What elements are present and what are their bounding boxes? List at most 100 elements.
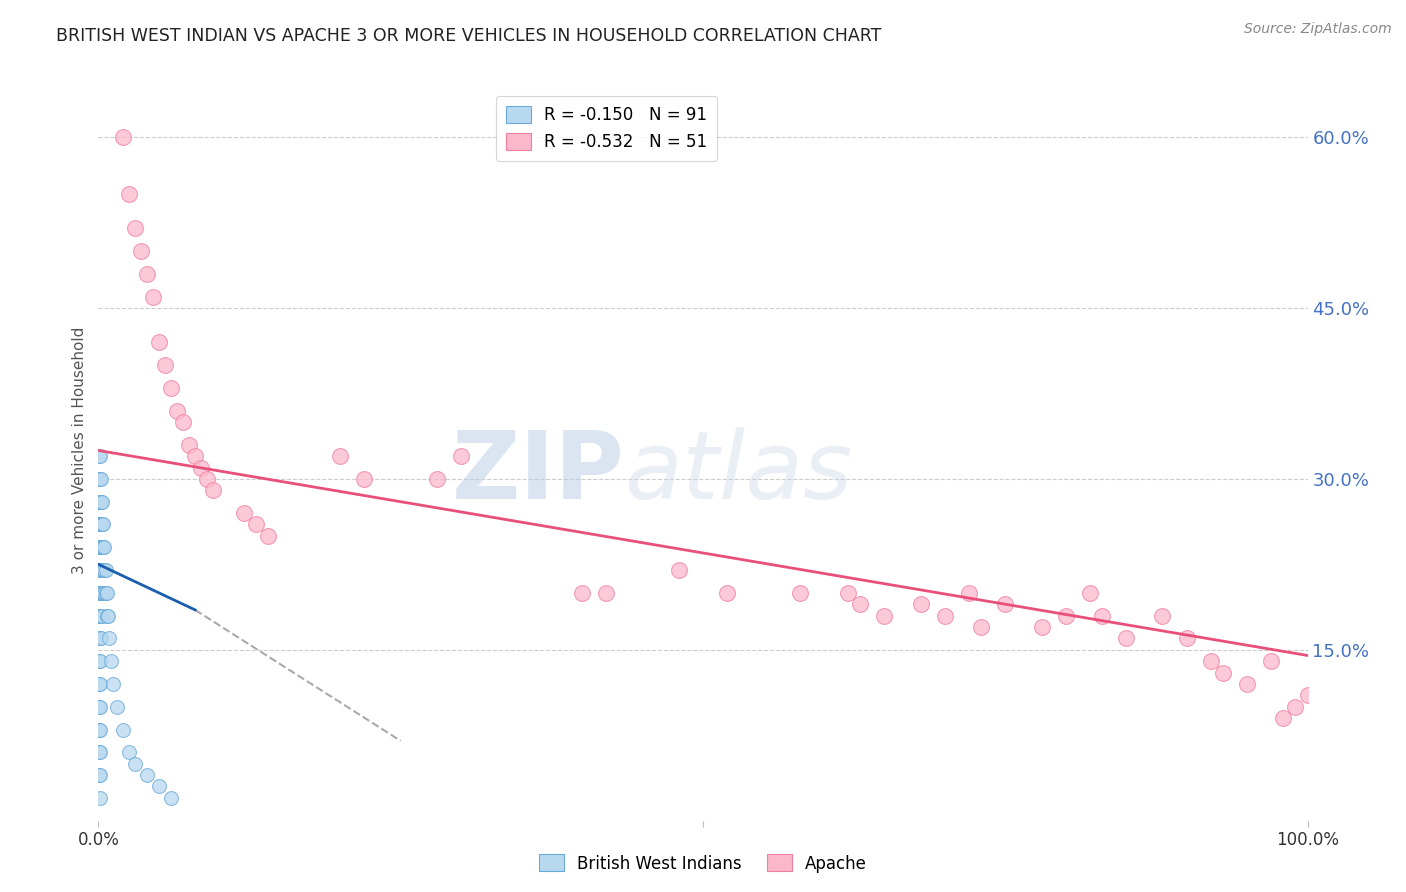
Point: [91, 608, 114, 623]
Point: [89, 790, 111, 805]
Point: [190, 460, 212, 475]
Point: [1212, 665, 1234, 680]
Y-axis label: 3 or more Vehicles in Household: 3 or more Vehicles in Household: [72, 326, 87, 574]
Point: [1199, 654, 1222, 668]
Point: [957, 586, 980, 600]
Point: [89, 517, 111, 532]
Point: [166, 403, 188, 417]
Point: [1031, 620, 1053, 634]
Point: [124, 221, 146, 235]
Point: [172, 415, 194, 429]
Legend: R = -0.150   N = 91, R = -0.532   N = 51: R = -0.150 N = 91, R = -0.532 N = 51: [495, 96, 717, 161]
Point: [1115, 632, 1137, 646]
Text: BRITISH WEST INDIAN VS APACHE 3 OR MORE VEHICLES IN HOUSEHOLD CORRELATION CHART: BRITISH WEST INDIAN VS APACHE 3 OR MORE …: [56, 27, 882, 45]
Point: [716, 586, 738, 600]
Point: [89, 745, 111, 759]
Point: [89, 723, 111, 737]
Text: Source: ZipAtlas.com: Source: ZipAtlas.com: [1244, 22, 1392, 37]
Point: [87, 449, 110, 463]
Point: [87, 563, 110, 577]
Point: [129, 244, 152, 259]
Point: [87, 541, 110, 555]
Point: [90, 563, 112, 577]
Point: [160, 381, 183, 395]
Point: [89, 494, 111, 508]
Point: [90, 608, 112, 623]
Point: [256, 529, 278, 543]
Point: [148, 780, 170, 794]
Point: [96, 608, 118, 623]
Point: [89, 563, 111, 577]
Point: [184, 449, 207, 463]
Point: [89, 699, 111, 714]
Point: [87, 494, 110, 508]
Point: [595, 586, 617, 600]
Point: [89, 541, 111, 555]
Point: [96, 586, 118, 600]
Text: atlas: atlas: [624, 427, 852, 518]
Point: [668, 563, 690, 577]
Point: [353, 472, 375, 486]
Point: [970, 620, 993, 634]
Point: [91, 563, 114, 577]
Point: [789, 586, 811, 600]
Point: [93, 541, 115, 555]
Point: [135, 768, 157, 782]
Point: [91, 517, 114, 532]
Point: [98, 632, 121, 646]
Point: [426, 472, 449, 486]
Point: [91, 494, 114, 508]
Point: [89, 677, 111, 691]
Point: [89, 449, 111, 463]
Point: [118, 187, 141, 202]
Point: [153, 358, 176, 372]
Point: [1272, 711, 1295, 725]
Point: [94, 586, 117, 600]
Point: [89, 632, 111, 646]
Point: [87, 608, 110, 623]
Point: [87, 472, 110, 486]
Point: [1091, 608, 1114, 623]
Point: [91, 541, 114, 555]
Point: [93, 563, 115, 577]
Legend: British West Indians, Apache: British West Indians, Apache: [533, 847, 873, 880]
Point: [87, 563, 110, 577]
Point: [94, 563, 117, 577]
Point: [89, 586, 111, 600]
Point: [90, 632, 112, 646]
Point: [105, 699, 128, 714]
Point: [1236, 677, 1258, 691]
Point: [87, 586, 110, 600]
Point: [87, 768, 110, 782]
Point: [1054, 608, 1077, 623]
Point: [87, 745, 110, 759]
Point: [89, 517, 111, 532]
Point: [87, 699, 110, 714]
Point: [91, 517, 114, 532]
Point: [93, 586, 115, 600]
Point: [160, 790, 183, 805]
Point: [101, 677, 124, 691]
Point: [111, 723, 134, 737]
Point: [89, 494, 111, 508]
Point: [111, 130, 134, 145]
Point: [195, 472, 218, 486]
Point: [91, 586, 114, 600]
Point: [1078, 586, 1101, 600]
Point: [87, 517, 110, 532]
Point: [124, 756, 146, 771]
Point: [837, 586, 859, 600]
Point: [873, 608, 896, 623]
Point: [1284, 699, 1306, 714]
Point: [90, 541, 112, 555]
Point: [934, 608, 956, 623]
Point: [571, 586, 593, 600]
Point: [179, 438, 201, 452]
Point: [148, 335, 170, 350]
Point: [994, 597, 1017, 611]
Point: [450, 449, 472, 463]
Point: [142, 290, 165, 304]
Text: ZIP: ZIP: [451, 426, 624, 518]
Point: [87, 517, 110, 532]
Point: [87, 494, 110, 508]
